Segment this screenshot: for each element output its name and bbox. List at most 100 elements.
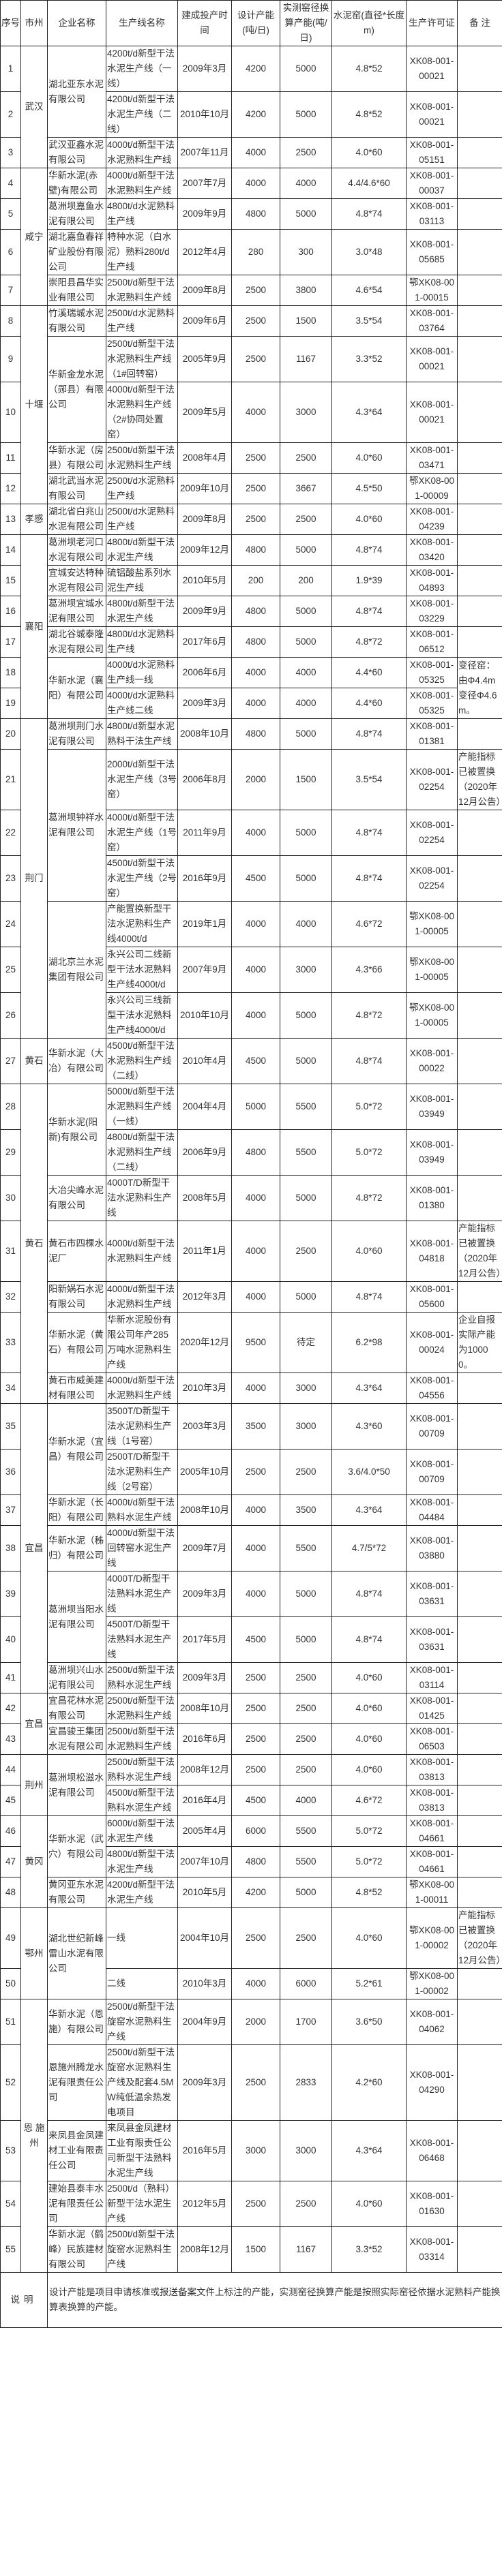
company-name: 恩施州腾龙水泥有限责任公司 [47,2044,106,2121]
design-capacity: 2500 [231,2181,280,2227]
measured-capacity: 5000 [280,1281,332,1313]
remark-empty [457,2120,502,2181]
commission-time: 2009年9月 [177,596,232,627]
kiln-size: 3.5*54 [331,305,407,337]
table-row: 16 葛洲坝宜城水泥有限公司 4800t/d新型干法水泥生产线 2009年9月 4800… [0,596,502,627]
design-capacity: 4000 [231,1221,280,1282]
table-row: 10 4000t/d新型干法水泥熟料生产线（2#协同处置窑） 2009年5月 4000… [0,382,502,443]
design-capacity: 4000 [231,992,280,1039]
design-capacity: 2500 [231,1662,280,1693]
design-capacity: 200 [231,565,280,596]
license-number: 鄂XK08-001-00005 [406,992,458,1039]
license-number: XK08-001-03631 [406,1571,458,1617]
line-name: 特种水泥（白水泥）熟料280t/d生产线 [106,229,178,275]
measured-capacity: 2500 [280,137,332,168]
measured-capacity: 5000 [280,810,332,856]
row-number: 53 [0,2120,21,2181]
kiln-size: 4.8*74 [331,810,407,856]
line-name: 永兴公司二线新型干法水泥熟料生产线4000t/d [106,947,178,993]
remark: 变径窑：由Φ4.4m变径Φ4.6m。 [457,657,502,719]
company-name: 葛洲坝老河口水泥有限公司 [47,534,106,566]
license-number: XK08-001-03471 [406,442,458,474]
company-name: 来凤县金凤建材工业有限责任公司 [47,2120,106,2181]
row-number: 36 [0,1449,21,1495]
kiln-size: 4.8*52 [331,1877,407,1908]
line-name: 4500t/d新型干法水泥熟料生产线（二线） [106,1038,178,1084]
table-row: 7 崇阳县昌华实业有限公司 2500t/d新型干法水泥熟料生产线 2009年8月 250… [0,275,502,306]
commission-time: 2017年6月 [177,626,232,658]
table-row: 49 鄂州 湖北世纪新峰雷山水泥有限公司 一线 2004年10月 2500 2500 4.0*… [0,1907,502,1999]
table-row: 55 华新水泥（鹤峰）民族建材有限公司 2500t/d新型干法旋窑水泥熟料生产线 20… [0,2226,502,2273]
row-number: 2 [0,91,21,138]
license-number: 鄂XK08-001-00011 [406,1877,458,1908]
commission-time: 2009年3月 [177,688,232,719]
table-row: 51 恩 施 州华新水泥（恩施）有限公司 2500t/d新型干法旋窑水泥熟料生产线 2… [0,1999,502,2273]
commission-time: 2006年8月 [177,749,232,810]
measured-capacity: 5000 [280,198,332,230]
remark-empty [457,137,502,168]
license-number: XK08-001-00021 [406,91,458,138]
line-name: 4000t/d新型干法水泥生产线（1号窑） [106,810,178,856]
row-number: 22 [0,810,21,856]
commission-time: 2009年5月 [177,382,232,443]
commission-time: 2006年9月 [177,1129,232,1176]
city-cell: 咸宁 [20,168,48,306]
remark-empty [457,1281,502,1313]
table-row: 2 4200t/d新型干法水泥生产线（二线） 2010年10月 4200 5000 4.8… [0,91,502,138]
line-name: 4800t/d新型干法水泥生产线 [106,596,178,627]
line-name: 4000t/d水泥熟料生产线二线 [106,688,178,719]
measured-capacity: 4000 [280,901,332,947]
company-name: 武汉亚鑫水泥有限公司 [47,137,106,168]
company-name: 葛洲坝嘉鱼水泥有限公司 [47,198,106,230]
row-number: 47 [0,1846,21,1877]
row-number: 42 [0,1693,21,1724]
kiln-size: 4.8*74 [331,534,407,566]
measured-capacity: 5500 [280,1815,332,1847]
design-capacity: 4000 [231,1494,280,1526]
commission-time: 2007年9月 [177,947,232,993]
measured-capacity: 5000 [280,46,332,92]
commission-time: 2004年9月 [177,1999,232,2045]
design-capacity: 4200 [231,46,280,92]
kiln-size: 4.8*74 [331,1281,407,1313]
measured-capacity: 5000 [280,718,332,750]
measured-capacity: 4000 [280,168,332,199]
table-row: 13 孝感 湖北省白兆山水泥有限公司 2500t/d水泥熟料生产线 2009年8月 250… [0,504,502,535]
commission-time: 2005年10月 [177,1449,232,1495]
header-no: 序号 [0,0,21,46]
license-number: 鄂XK08-001-00005 [406,947,458,993]
remark-empty [457,2044,502,2121]
license-number: XK08-001-03764 [406,305,458,337]
design-capacity: 4000 [231,1525,280,1571]
kiln-size: 4.8*72 [331,626,407,658]
cement-production-line-table: 序号 市州 企业名称 生产线名称 建成投产时间 设计产能(吨/日) 实测窑径换算… [0,0,502,2328]
row-number: 24 [0,901,21,947]
line-name: 2500t/d新型干法水泥熟料生产线 [106,1723,178,1755]
remark-empty [457,2181,502,2227]
design-capacity: 2500 [231,1449,280,1495]
note-label: 说明 [0,2272,48,2328]
remark-empty [457,1038,502,1084]
kiln-size: 4.0*60 [331,504,407,535]
design-capacity: 4500 [231,1785,280,1816]
line-name: 4000t/d新型干法水泥熟料生产线 [106,1221,178,1282]
company-name: 崇阳县昌华实业有限公司 [47,275,106,306]
city-cell: 黄石 [20,1038,48,1084]
remark-empty [457,1968,502,1999]
header-company: 企业名称 [47,0,106,46]
company-name: 华新水泥（襄阳）有限公司 [47,657,106,719]
line-name: 永兴公司三线新型干法水泥熟料生产线4000t/d [106,992,178,1039]
row-number: 41 [0,1662,21,1693]
commission-time: 2010年3月 [177,1373,232,1404]
table-row: 3 武汉亚鑫水泥有限公司 4000t/d新型干法水泥熟料生产线 2007年11月 400… [0,137,502,168]
line-name: 4000T/D新型干法熟料水泥生产线 [106,1571,178,1617]
kiln-size: 3.0*48 [331,229,407,275]
header-time: 建成投产时间 [177,0,232,46]
design-capacity: 4000 [231,382,280,443]
row-number: 39 [0,1571,21,1617]
kiln-size: 4.8*74 [331,855,407,902]
license-number: XK08-001-03314 [406,2226,458,2273]
row-number: 19 [0,688,21,719]
remark-empty [457,2226,502,2273]
row-number: 8 [0,305,21,337]
